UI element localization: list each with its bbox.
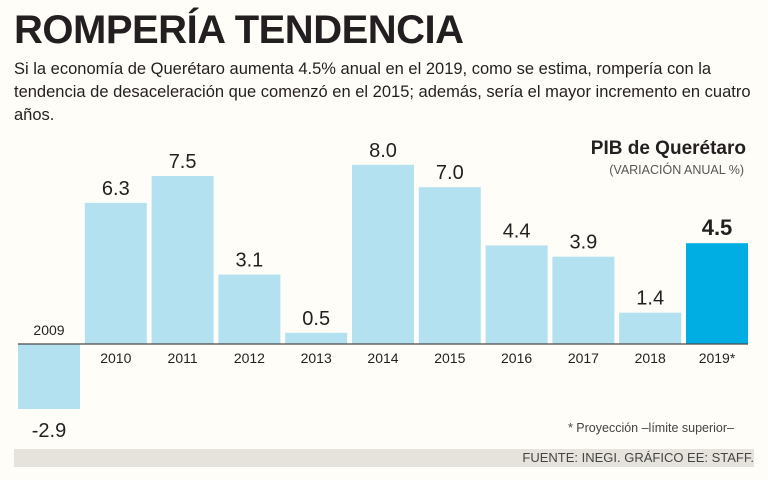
category-label-2014: 2014 — [367, 350, 398, 366]
category-label-2016: 2016 — [501, 350, 532, 366]
category-label-2013: 2013 — [301, 350, 332, 366]
category-label-2017: 2017 — [568, 350, 599, 366]
category-label-2018: 2018 — [635, 350, 666, 366]
value-label-2018: 1.4 — [636, 288, 664, 310]
value-label-2015: 7.0 — [436, 162, 464, 184]
bar-2017 — [552, 257, 614, 344]
value-label-2016: 4.4 — [503, 220, 531, 242]
bar-2016 — [486, 245, 548, 344]
category-label-2009: 2009 — [33, 322, 64, 338]
bar-2009 — [18, 344, 80, 409]
bar-2015 — [419, 187, 481, 344]
value-label-2012: 3.1 — [235, 250, 263, 272]
bar-2013 — [285, 333, 347, 344]
bar-2014 — [352, 165, 414, 344]
category-label-2012: 2012 — [234, 350, 265, 366]
value-label-2009: -2.9 — [32, 420, 66, 442]
category-label-2010: 2010 — [100, 350, 131, 366]
bar-2019 — [686, 243, 748, 344]
bar-2011 — [152, 176, 214, 344]
projection-note: * Proyección –límite superior– — [568, 421, 734, 435]
bar-chart: -2.9 2009 6.3 2010 7.5 2011 3.1 2012 0.5 2013 8.0 2… — [0, 0, 768, 480]
value-label-2010: 6.3 — [102, 178, 130, 200]
category-label-2011: 2011 — [168, 350, 198, 366]
value-label-2017: 3.9 — [569, 232, 597, 254]
value-label-2019: 4.5 — [702, 215, 733, 240]
source-text: FUENTE: INEGI. GRÁFICO EE: STAFF. — [522, 449, 754, 467]
bar-2012 — [218, 275, 280, 344]
category-label-2019: 2019* — [699, 350, 736, 366]
value-label-2011: 7.5 — [169, 151, 197, 173]
value-label-2014: 8.0 — [369, 140, 397, 162]
value-label-2013: 0.5 — [302, 308, 330, 330]
category-label-2015: 2015 — [434, 350, 465, 366]
bar-2010 — [85, 203, 147, 344]
bar-2018 — [619, 313, 681, 344]
